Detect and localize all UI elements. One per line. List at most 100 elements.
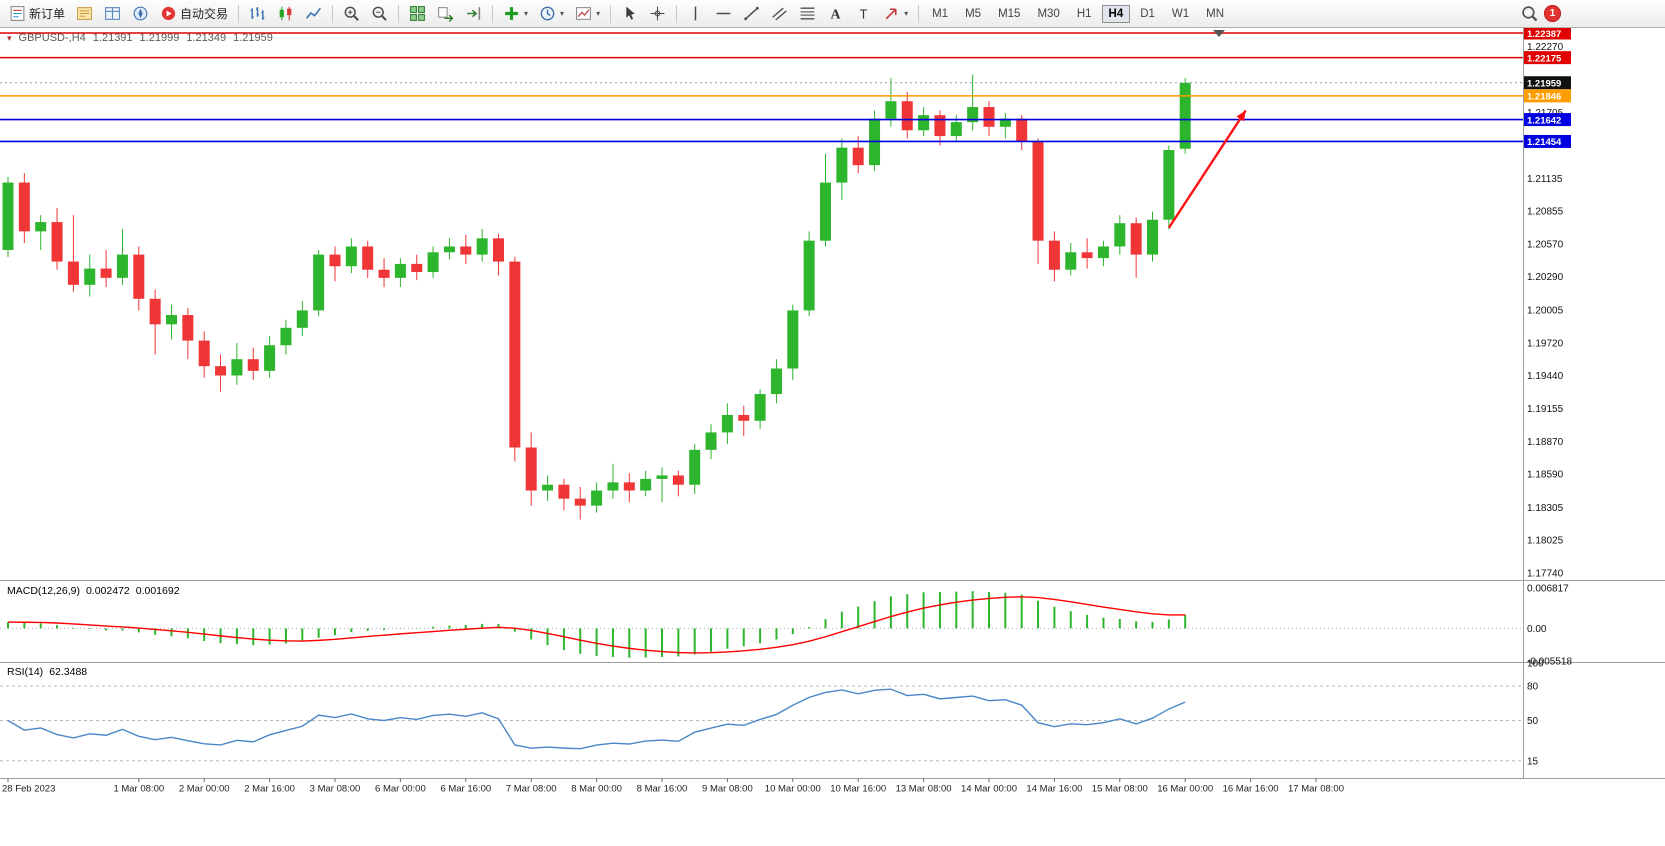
channel-button[interactable] bbox=[766, 2, 793, 26]
candle-body bbox=[918, 115, 930, 131]
candle-body bbox=[362, 246, 374, 270]
tile-windows-button[interactable] bbox=[404, 2, 431, 26]
time-axis-label: 16 Mar 16:00 bbox=[1223, 784, 1279, 795]
bar-chart-button[interactable] bbox=[244, 2, 271, 26]
candle-body bbox=[672, 475, 684, 485]
time-axis-label: 15 Mar 08:00 bbox=[1092, 784, 1148, 795]
notifications-badge[interactable]: 1 bbox=[1544, 5, 1561, 22]
time-axis-label: 10 Mar 16:00 bbox=[830, 784, 886, 795]
candle-body bbox=[574, 498, 586, 506]
candle-body bbox=[18, 182, 30, 232]
time-axis-label: 16 Mar 00:00 bbox=[1157, 784, 1213, 795]
crosshair-button[interactable] bbox=[644, 2, 671, 26]
trend-arrow-head bbox=[1236, 110, 1246, 122]
label-button[interactable]: T bbox=[850, 2, 877, 26]
time-axis-label: 28 Feb 2023 bbox=[2, 784, 55, 795]
navigator-button[interactable] bbox=[127, 2, 154, 26]
price-axis-label: 1.18025 bbox=[1527, 535, 1564, 546]
rsi-value: 62.3488 bbox=[49, 666, 88, 678]
horizontal-line-button[interactable] bbox=[710, 2, 737, 26]
price-badge-label: 1.22175 bbox=[1527, 53, 1562, 64]
cursor-icon bbox=[621, 5, 638, 22]
timeframe-button-m15[interactable]: M15 bbox=[998, 7, 1021, 20]
candle-body bbox=[1114, 223, 1126, 247]
macd-signal-value: 0.001692 bbox=[135, 585, 180, 597]
timeframe-button-m5[interactable]: M5 bbox=[965, 7, 982, 20]
trendline-button[interactable] bbox=[738, 2, 765, 26]
time-axis-label: 9 Mar 08:00 bbox=[702, 784, 753, 795]
candles-layer bbox=[2, 74, 1191, 520]
line-chart-button[interactable] bbox=[300, 2, 327, 26]
fibonacci-icon bbox=[799, 5, 816, 22]
fibonacci-button[interactable] bbox=[794, 2, 821, 26]
candle-body bbox=[1048, 240, 1060, 270]
search-button[interactable] bbox=[1516, 2, 1543, 26]
candle-body bbox=[591, 490, 603, 506]
macd-name: MACD(12,26,9) bbox=[7, 585, 80, 597]
timeframe-button-m30[interactable]: M30 bbox=[1037, 7, 1060, 20]
chart-shift-button[interactable] bbox=[460, 2, 487, 26]
price-axis-label: 1.17740 bbox=[1527, 569, 1564, 580]
time-axis-label: 1 Mar 08:00 bbox=[113, 784, 164, 795]
text-button[interactable]: A bbox=[822, 2, 849, 26]
candle-body bbox=[787, 310, 799, 369]
navigator-icon bbox=[132, 5, 149, 22]
candle-body bbox=[1081, 252, 1093, 259]
rsi-name: RSI(14) bbox=[7, 666, 44, 678]
candle-body bbox=[166, 315, 177, 325]
one-click-trading-toggle[interactable]: ▾ bbox=[7, 32, 12, 43]
timeframe-button-w1[interactable]: W1 bbox=[1171, 7, 1190, 20]
candle-body bbox=[738, 414, 750, 421]
zoom-out-button[interactable] bbox=[366, 2, 393, 26]
timeframe-button-m1[interactable]: M1 bbox=[932, 7, 949, 20]
auto-scroll-button[interactable] bbox=[432, 2, 459, 26]
price-badge-label: 1.21959 bbox=[1527, 79, 1561, 90]
channel-icon bbox=[771, 5, 788, 22]
vertical-line-button[interactable] bbox=[682, 2, 709, 26]
toolbar-separator bbox=[610, 4, 612, 23]
chevron-down-icon: ▾ bbox=[560, 9, 565, 18]
candle-body bbox=[345, 246, 357, 267]
trend-arrow[interactable] bbox=[1167, 109, 1247, 229]
price-badge-label: 1.21642 bbox=[1527, 115, 1561, 126]
time-axis-label: 8 Mar 16:00 bbox=[637, 784, 688, 795]
candle-body bbox=[1065, 252, 1077, 270]
autotrading-button[interactable]: 自动交易 bbox=[155, 2, 233, 26]
candle-body bbox=[1097, 246, 1109, 259]
price-axis-label: 1.20005 bbox=[1527, 305, 1564, 316]
timeframe-button-mn[interactable]: MN bbox=[1206, 7, 1225, 20]
price-axis-label: 1.18305 bbox=[1527, 503, 1564, 514]
indicators-button[interactable]: ▾ bbox=[498, 2, 533, 26]
data-window-button[interactable] bbox=[99, 2, 126, 26]
candlestick-chart-icon bbox=[277, 5, 294, 22]
candle-body bbox=[1016, 118, 1028, 142]
candlestick-chart-button[interactable] bbox=[272, 2, 299, 26]
auto-scroll-icon bbox=[437, 5, 454, 22]
templates-icon bbox=[575, 5, 592, 22]
chart-title: ▾ GBPUSD-,H4 1.21391 1.21999 1.21349 1.2… bbox=[7, 32, 273, 44]
time-axis-label: 14 Mar 00:00 bbox=[961, 784, 1017, 795]
candle-body bbox=[542, 484, 554, 491]
new-order-button[interactable]: 新订单 bbox=[4, 2, 70, 26]
candle-body bbox=[182, 315, 194, 341]
bar-chart-icon bbox=[249, 5, 266, 22]
indicators-icon bbox=[503, 5, 520, 22]
timeframe-button-h1[interactable]: H1 bbox=[1076, 7, 1092, 20]
zoom-in-button[interactable] bbox=[338, 2, 365, 26]
chart-close: 1.21959 bbox=[233, 32, 273, 44]
chart-canvas[interactable]: 1.222701.217051.211351.208551.205701.202… bbox=[0, 28, 1665, 846]
timeframe-button-d1[interactable]: D1 bbox=[1140, 7, 1155, 20]
candle-body bbox=[443, 246, 455, 253]
market-watch-button[interactable] bbox=[71, 2, 98, 26]
time-axis-label: 3 Mar 08:00 bbox=[310, 784, 361, 795]
cursor-button[interactable] bbox=[616, 2, 643, 26]
market-watch-icon bbox=[76, 5, 93, 22]
periods-button[interactable]: ▾ bbox=[534, 2, 569, 26]
templates-button[interactable]: ▾ bbox=[570, 2, 605, 26]
time-axis-label: 13 Mar 08:00 bbox=[896, 784, 952, 795]
timeframe-button-h4[interactable]: H4 bbox=[1101, 4, 1131, 23]
arrows-button[interactable]: ▾ bbox=[878, 2, 913, 26]
candle-body bbox=[51, 222, 63, 262]
chart-shift-marker[interactable] bbox=[1213, 30, 1225, 37]
